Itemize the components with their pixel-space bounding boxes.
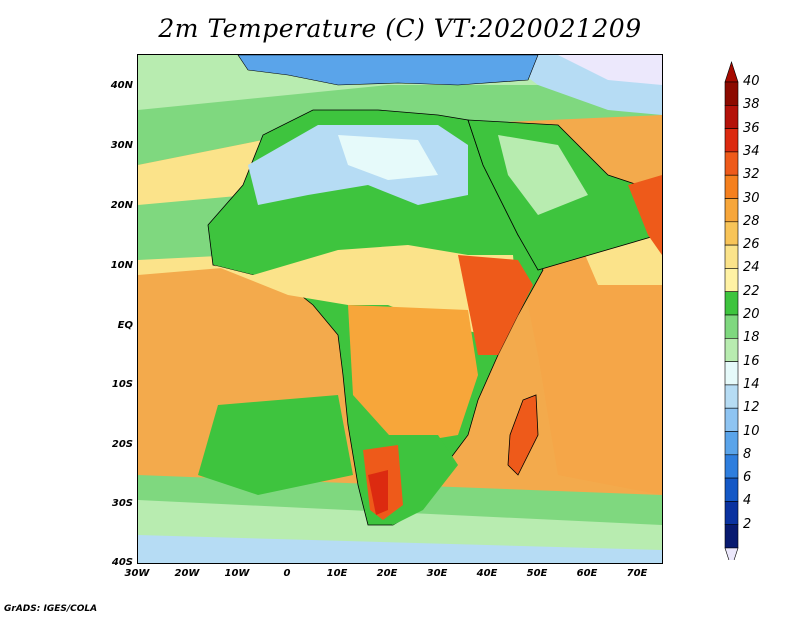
mideast-coldest [558, 55, 662, 85]
colorbar-segments [724, 61, 739, 560]
colorbar-segment [724, 104, 739, 129]
lat-label-40s: 40S [111, 557, 133, 568]
colorbar-label: 12 [743, 400, 760, 416]
lat-label-30n: 30N [110, 140, 133, 151]
colorbar-label: 38 [743, 97, 760, 113]
colorbar [724, 61, 739, 560]
colorbar-label: 28 [743, 213, 760, 229]
grads-credit: GrADS: IGES/COLA [4, 604, 98, 614]
colorbar-segment [724, 407, 739, 432]
colorbar-segment [724, 244, 739, 269]
arabia-mild [498, 135, 588, 215]
colorbar-label: 18 [743, 330, 760, 346]
lat-label-10s: 10S [111, 379, 133, 390]
colorbar-segment [724, 454, 739, 479]
lon-label-20w: 20W [174, 568, 200, 579]
lat-label-40n: 40N [110, 80, 133, 91]
south-atlantic-cool [198, 395, 353, 495]
temperature-map [137, 54, 663, 564]
colorbar-segment [724, 431, 739, 456]
colorbar-segment [724, 361, 739, 386]
lat-label-20s: 20S [111, 439, 133, 450]
sahara-coolest [338, 135, 438, 180]
colorbar-segment [724, 221, 739, 246]
colorbar-label: 10 [743, 423, 760, 439]
colorbar-segment [724, 384, 739, 409]
colorbar-segment [724, 477, 739, 502]
colorbar-label: 36 [743, 120, 760, 136]
colorbar-segment [724, 174, 739, 199]
lon-label-30e: 30E [426, 568, 448, 579]
colorbar-segment [724, 337, 739, 362]
lat-label-10n: 10N [110, 260, 133, 271]
colorbar-segment [724, 198, 739, 223]
lon-label-30w: 30W [124, 568, 150, 579]
colorbar-segment [724, 291, 739, 316]
colorbar-top-arrow [724, 61, 739, 83]
lon-label-40e: 40E [476, 568, 498, 579]
lon-label-50e: 50E [526, 568, 548, 579]
lon-label-20e: 20E [376, 568, 398, 579]
colorbar-segment [724, 524, 739, 549]
colorbar-segment [724, 151, 739, 176]
lat-label-30s: 30S [111, 498, 133, 509]
colorbar-label: 30 [743, 190, 760, 206]
colorbar-label: 24 [743, 260, 760, 276]
colorbar-segment [724, 128, 739, 153]
central-warm [348, 305, 478, 445]
lon-label-10w: 10W [224, 568, 250, 579]
chart-title: 2m Temperature (C) VT:2020021209 [158, 14, 642, 43]
colorbar-segment [724, 501, 739, 525]
colorbar-label: 6 [743, 470, 752, 486]
lat-label-20n: 20N [110, 200, 133, 211]
namib-hottest [368, 470, 388, 515]
colorbar-label: 14 [743, 376, 760, 392]
lon-label-10e: 10E [326, 568, 348, 579]
lon-label-0: 0 [283, 568, 291, 579]
colorbar-label: 26 [743, 237, 760, 253]
lon-label-60e: 60E [576, 568, 598, 579]
colorbar-label: 32 [743, 167, 760, 183]
southern-coldest-band [138, 535, 662, 563]
colorbar-label: 2 [743, 516, 752, 532]
madagascar [507, 394, 539, 476]
colorbar-segment [724, 314, 739, 339]
colorbar-label: 4 [743, 493, 752, 509]
southern-europe [237, 55, 539, 86]
india-hot [628, 175, 662, 255]
map-canvas [138, 55, 662, 563]
colorbar-segment [724, 268, 739, 292]
colorbar-label: 34 [743, 143, 760, 159]
colorbar-label: 40 [743, 74, 760, 89]
colorbar-label: 16 [743, 353, 760, 369]
colorbar-label: 8 [743, 446, 752, 462]
east-africa-hot [458, 255, 533, 355]
colorbar-bottom-arrow [724, 547, 739, 560]
colorbar-segment [724, 81, 739, 106]
lon-label-70e: 70E [626, 568, 648, 579]
colorbar-label: 20 [743, 307, 760, 322]
lat-label-eq: EQ [117, 320, 133, 331]
colorbar-label: 22 [743, 283, 760, 299]
